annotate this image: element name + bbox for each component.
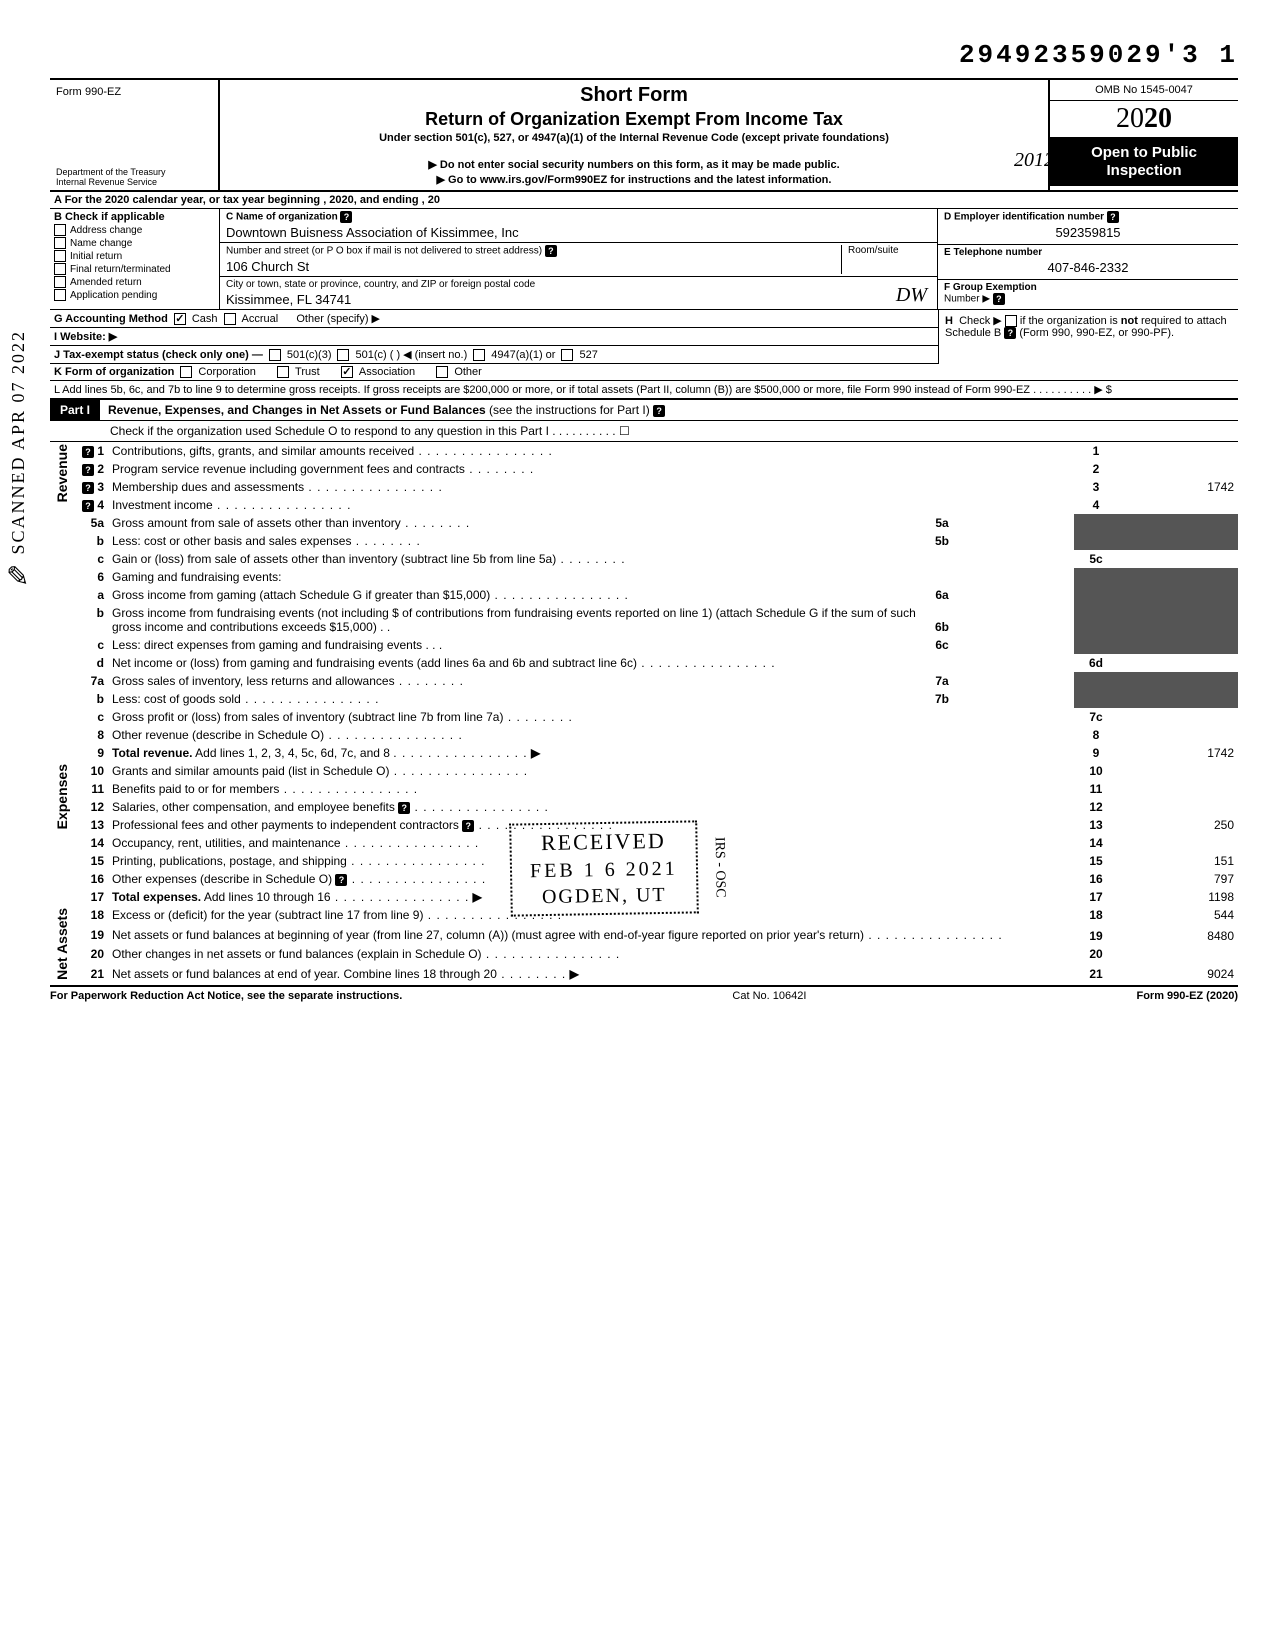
val-18: 544 xyxy=(1118,906,1238,926)
form-number: 990-EZ xyxy=(85,86,121,98)
chk-other-org[interactable] xyxy=(436,366,448,378)
chk-pending[interactable] xyxy=(54,289,66,301)
chk-amended[interactable] xyxy=(54,276,66,288)
footer: For Paperwork Reduction Act Notice, see … xyxy=(50,985,1238,1002)
line-h: H Check ▶ if the organization is not req… xyxy=(938,310,1238,364)
part-1-grid: Revenue ? 1 Contributions, gifts, grants… xyxy=(50,442,1238,985)
help-icon: ? xyxy=(340,211,352,223)
handwritten-year: 2012 xyxy=(1014,149,1054,172)
val-17: 1198 xyxy=(1118,888,1238,906)
help-icon: ? xyxy=(545,245,557,257)
handwritten-initials: DW xyxy=(896,284,927,307)
chk-assoc[interactable] xyxy=(341,366,353,378)
help-icon: ? xyxy=(653,405,665,417)
open-to-public: Open to Public Inspection xyxy=(1050,138,1238,186)
doc-number: 29492359029'3 1 xyxy=(50,40,1238,70)
help-icon: ? xyxy=(993,293,1005,305)
chk-cash[interactable] xyxy=(174,313,186,325)
section-c: C Name of organization ? Downtown Buisne… xyxy=(220,209,938,309)
help-icon: ? xyxy=(1004,327,1016,339)
city: Kissimmee, FL 34741 xyxy=(226,290,931,307)
chk-name[interactable] xyxy=(54,237,66,249)
header-block: B Check if applicable Address change Nam… xyxy=(50,209,1238,310)
phone: 407-846-2332 xyxy=(944,258,1232,277)
street: 106 Church St xyxy=(226,257,841,274)
val-15: 151 xyxy=(1118,852,1238,870)
line-j: J Tax-exempt status (check only one) — 5… xyxy=(50,346,938,364)
chk-accrual[interactable] xyxy=(224,313,236,325)
val-9: 1742 xyxy=(1118,744,1238,762)
line-k: K Form of organization Corporation Trust… xyxy=(50,364,1238,381)
line-g: G Accounting Method Cash Accrual Other (… xyxy=(50,310,938,328)
ein: 592359815 xyxy=(944,223,1232,242)
val-19: 8480 xyxy=(1118,926,1238,946)
val-3: 1742 xyxy=(1118,478,1238,496)
expenses-label: Expenses xyxy=(54,764,70,829)
chk-sched-b[interactable] xyxy=(1005,315,1017,327)
part-1-header: Part I Revenue, Expenses, and Changes in… xyxy=(50,398,1238,421)
revenue-label: Revenue xyxy=(54,444,70,502)
section-def: D Employer identification number ? 59235… xyxy=(938,209,1238,309)
check-schedule-o: Check if the organization used Schedule … xyxy=(50,421,1238,442)
help-icon: ? xyxy=(1107,211,1119,223)
val-21: 9024 xyxy=(1118,965,1238,985)
chk-4947[interactable] xyxy=(473,349,485,361)
line-l: L Add lines 5b, 6c, and 7b to line 9 to … xyxy=(50,381,1238,398)
scribble: ✎ xyxy=(6,560,29,594)
val-13: 250 xyxy=(1118,816,1238,834)
side-stamp: SCANNED APR 07 2022 xyxy=(8,330,29,555)
form-prefix: Form xyxy=(56,86,82,98)
line-a: A For the 2020 calendar year, or tax yea… xyxy=(50,192,1238,209)
dept-2: Internal Revenue Service xyxy=(56,178,212,188)
chk-527[interactable] xyxy=(561,349,573,361)
chk-final[interactable] xyxy=(54,263,66,275)
val-16: 797 xyxy=(1118,870,1238,888)
chk-corp[interactable] xyxy=(180,366,192,378)
subtitle: Under section 501(c), 527, or 4947(a)(1)… xyxy=(228,132,1040,144)
org-name: Downtown Buisness Association of Kissimm… xyxy=(226,223,931,240)
note-1: ▶ Do not enter social security numbers o… xyxy=(228,158,1040,171)
chk-trust[interactable] xyxy=(277,366,289,378)
chk-address[interactable] xyxy=(54,224,66,236)
note-2: ▶ Go to www.irs.gov/Form990EZ for instru… xyxy=(228,173,1040,186)
tax-year: 2020 xyxy=(1050,101,1238,138)
form-header: Form 990-EZ Department of the Treasury I… xyxy=(50,78,1238,192)
title-main: Return of Organization Exempt From Incom… xyxy=(228,109,1040,130)
chk-501c[interactable] xyxy=(337,349,349,361)
line-i: I Website: ▶ xyxy=(50,328,938,346)
title-short-form: Short Form xyxy=(228,84,1040,107)
chk-501c3[interactable] xyxy=(269,349,281,361)
section-b: B Check if applicable Address change Nam… xyxy=(50,209,220,309)
omb-number: OMB No 1545-0047 xyxy=(1050,80,1238,101)
netassets-label: Net Assets xyxy=(54,908,70,980)
chk-initial[interactable] xyxy=(54,250,66,262)
